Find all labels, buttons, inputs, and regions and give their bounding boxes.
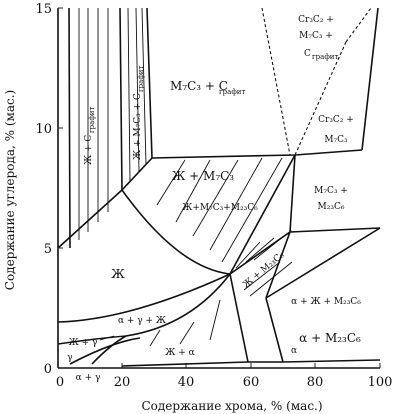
svg-text:графит: графит	[312, 53, 338, 61]
dashed-boundaries	[261, 7, 372, 156]
label-alpha-liquid-m23c6: α + Ж + М₂₃С₆	[291, 297, 361, 307]
label-liquid-m7c3: Ж + М₇С₃	[172, 169, 234, 183]
svg-text:M₇C₃: M₇C₃	[324, 135, 348, 145]
x-tick-label: 80	[307, 375, 324, 390]
label-m7c3-m23c6: М₇С₃ + М₂₃С₆	[314, 186, 348, 212]
label-liquid-m7c3-graphite: Ж + М₇С₃ + С графит	[133, 66, 145, 160]
x-tick-label: 0	[56, 375, 64, 390]
label-liquid: Ж	[111, 267, 125, 281]
y-tick-label: 5	[44, 242, 52, 257]
svg-text:графит: графит	[88, 107, 96, 133]
label-alpha-gamma-liquid: α + γ + Ж	[118, 316, 166, 326]
y-tick-label: 10	[35, 122, 52, 137]
label-cr3c2-m7c3-graphite: Cr₃C₂ + M₇C₃ + С графит	[298, 15, 338, 61]
label-alpha-m23c6: α + М₂₃С₆	[299, 331, 361, 345]
x-tick-label: 40	[178, 375, 195, 390]
label-liquid-alpha: Ж + α	[165, 348, 194, 358]
svg-text:Ж + С: Ж + С	[84, 135, 94, 165]
svg-text:С: С	[304, 49, 311, 59]
y-tick-label: 15	[35, 2, 52, 17]
y-axis-title: Содержание углерода, % (мас.)	[3, 90, 17, 290]
label-m7c3-graphite: М₇С₃ + С графит	[170, 79, 245, 96]
label-cr3c2-m7c3: Cr₃C₂ + M₇C₃	[318, 115, 354, 145]
tie-lines	[78, 7, 293, 347]
x-axis-title: Содержание хрома, % (мас.)	[141, 399, 322, 413]
x-axis-ticks	[57, 363, 381, 368]
svg-text:Cr₃C₂ +: Cr₃C₂ +	[318, 115, 354, 125]
label-alpha-gamma: α + γ	[76, 373, 101, 383]
svg-text:М₂₃С₆: М₂₃С₆	[318, 202, 345, 212]
label-liquid-m7c3-m23c6: Ж+М₇С₃+М₂₃С₆	[182, 203, 258, 213]
label-liquid-gamma: Ж + γ	[69, 338, 98, 348]
svg-text:М₇С₃ +: М₇С₃ +	[314, 186, 348, 196]
x-tick-label: 60	[243, 375, 260, 390]
svg-text:Cr₃C₂ +: Cr₃C₂ +	[298, 15, 334, 25]
label-gamma: γ	[67, 353, 72, 363]
svg-text:Ж + М₇С₃ + С: Ж + М₇С₃ + С	[133, 93, 143, 160]
svg-text:графит: графит	[137, 66, 145, 92]
label-liquid-graphite: Ж + С графит	[84, 107, 96, 165]
svg-text:графит: графит	[219, 88, 245, 96]
svg-text:M₇C₃ +: M₇C₃ +	[299, 31, 333, 41]
y-tick-label: 0	[44, 362, 52, 377]
x-tick-label: 20	[114, 375, 131, 390]
x-tick-label: 100	[368, 375, 393, 390]
label-alpha: α	[291, 346, 297, 356]
svg-text:М₇С₃ + С: М₇С₃ + С	[170, 79, 228, 93]
